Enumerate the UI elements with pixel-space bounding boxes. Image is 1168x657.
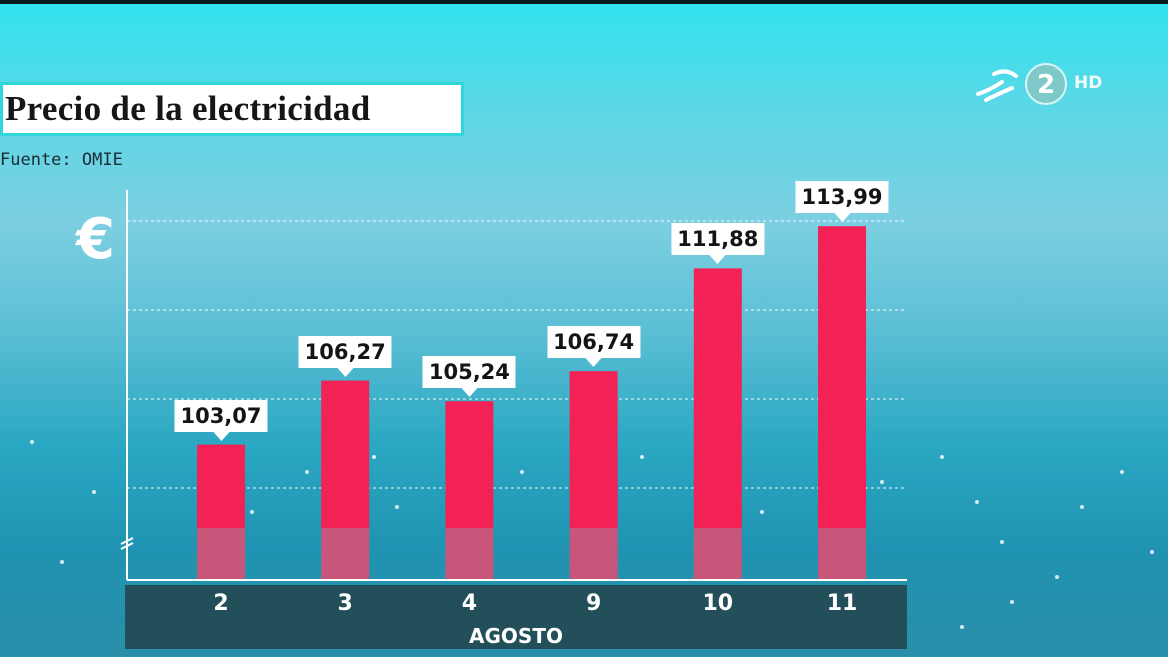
sparkle — [975, 500, 979, 504]
bar-base-9 — [569, 528, 618, 580]
sparkle — [30, 440, 34, 444]
bar-2 — [197, 444, 245, 528]
sparkle — [395, 505, 399, 509]
bar-4 — [445, 401, 494, 528]
x-tick-label: 4 — [461, 591, 478, 616]
channel-number: 2 — [1037, 70, 1055, 100]
x-tick-label: 10 — [702, 591, 734, 616]
sparkle — [60, 560, 64, 564]
data-label: 105,24 — [422, 356, 516, 398]
bar-base-2 — [197, 528, 245, 580]
eitb-swirl-icon — [976, 69, 1018, 102]
sparkle — [250, 510, 254, 514]
sparkle — [305, 470, 309, 474]
sparkle — [372, 455, 376, 459]
chart-title: Precio de la electricidad — [5, 89, 371, 128]
bar-base-11 — [818, 528, 866, 580]
hd-badge: HD — [1074, 73, 1103, 93]
top-border — [0, 0, 1168, 4]
sparkle — [1120, 470, 1124, 474]
axis-break-icon — [120, 537, 134, 550]
sparkle — [640, 455, 644, 459]
x-axis-title: AGOSTO — [469, 624, 563, 648]
data-label: 113,99 — [795, 181, 889, 223]
sparkle — [880, 480, 884, 484]
sparkle — [1080, 505, 1084, 509]
sparkle — [940, 455, 944, 459]
bar-base-10 — [693, 528, 742, 580]
data-label: 111,88 — [671, 223, 765, 265]
x-axis-band — [125, 585, 907, 649]
source-note: Fuente: OMIE — [0, 150, 123, 170]
data-label: 103,07 — [174, 399, 268, 441]
data-label: 106,27 — [298, 335, 392, 377]
chart-title-box: Precio de la electricidad — [0, 82, 464, 136]
bar-10 — [693, 268, 742, 528]
x-tick-label: 3 — [337, 591, 353, 616]
y-axis-unit-label: € — [76, 207, 115, 272]
bar-3 — [321, 380, 370, 528]
sparkle — [92, 490, 96, 494]
channel-logo: 2 — [976, 63, 1067, 105]
sparkle — [1150, 550, 1154, 554]
bar-base-4 — [445, 528, 494, 580]
bar-11 — [818, 226, 866, 528]
channel-number-circle — [1025, 63, 1067, 105]
sparkle — [1055, 575, 1059, 579]
x-tick-label: 2 — [213, 591, 229, 616]
data-label: 106,74 — [547, 326, 641, 368]
sparkle — [1000, 540, 1004, 544]
sparkle — [960, 625, 964, 629]
x-tick-label: 9 — [585, 591, 602, 616]
sparkle — [1010, 600, 1014, 604]
bar-base-3 — [321, 528, 370, 580]
sparkle — [760, 510, 764, 514]
bar-9 — [569, 371, 618, 528]
x-tick-label: 11 — [826, 591, 858, 616]
sparkle — [520, 470, 524, 474]
